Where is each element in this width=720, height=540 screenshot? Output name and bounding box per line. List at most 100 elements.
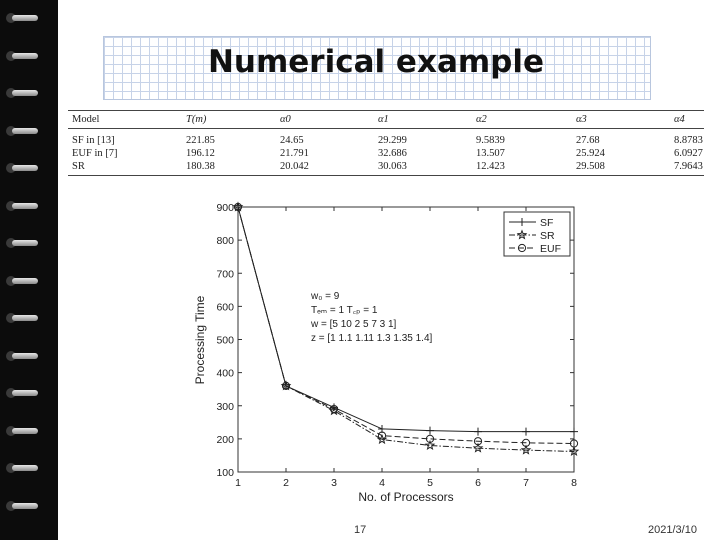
point-euf bbox=[377, 431, 387, 440]
legend-marker-sf bbox=[518, 218, 526, 226]
y-tick-label: 800 bbox=[216, 235, 234, 247]
table-bottom-rule bbox=[68, 175, 704, 176]
x-tick-label: 4 bbox=[379, 477, 385, 489]
axes: 100 200 300 400 500 600 700 800 900 1 2 3 4 5 6 7 8 bbox=[216, 202, 577, 489]
point-euf bbox=[233, 202, 243, 212]
x-tick-label: 3 bbox=[331, 477, 337, 489]
point-sf bbox=[426, 426, 434, 435]
annotation-line: Tₑₘ = 1 T꜀ₚ = 1 bbox=[311, 305, 378, 316]
slide-date: 2021/3/10 bbox=[648, 524, 697, 536]
binder-ring bbox=[6, 312, 40, 324]
x-axis-label: No. of Processors bbox=[358, 490, 453, 504]
point-sr bbox=[424, 439, 436, 451]
table-header-cell: α1 bbox=[378, 114, 389, 125]
x-tick-label: 1 bbox=[235, 477, 241, 489]
annotation-line: w = [5 10 2 5 7 3 1] bbox=[310, 319, 397, 330]
table-cell: 29.299 bbox=[378, 135, 407, 146]
binder-ring bbox=[6, 237, 40, 249]
point-sr bbox=[568, 445, 580, 456]
table-cell: 30.063 bbox=[378, 161, 407, 172]
point-euf bbox=[521, 438, 531, 447]
series-lines bbox=[232, 201, 580, 456]
annotation-line: w₀ = 9 bbox=[310, 291, 340, 302]
binder-ring bbox=[6, 125, 40, 137]
legend-marker-euf bbox=[517, 243, 527, 253]
title-grid-background bbox=[103, 36, 651, 100]
legend-label: SR bbox=[540, 230, 555, 242]
legend-label: EUF bbox=[540, 243, 561, 255]
point-sf bbox=[474, 427, 482, 436]
table-cell: 29.508 bbox=[576, 161, 605, 172]
x-tick-label: 2 bbox=[283, 477, 289, 489]
table-cell: 6.0927 bbox=[674, 148, 703, 159]
legend-label: SF bbox=[540, 217, 553, 229]
binder-ring bbox=[6, 350, 40, 362]
page-number: 17 bbox=[354, 524, 367, 536]
table-cell: 13.507 bbox=[476, 148, 505, 159]
binder-ring bbox=[6, 162, 40, 174]
table-cell: 24.65 bbox=[280, 135, 304, 146]
y-axis-label: Processing Time bbox=[193, 295, 207, 384]
point-euf bbox=[281, 381, 291, 390]
x-tick-label: 6 bbox=[475, 477, 481, 489]
annotation-line: z = [1 1.1 1.11 1.3 1.35 1.4] bbox=[311, 333, 433, 344]
legend-box bbox=[503, 211, 571, 257]
point-euf bbox=[473, 437, 483, 446]
point-euf bbox=[569, 439, 579, 448]
slide-title: Numerical example bbox=[207, 44, 545, 80]
table-cell: 21.791 bbox=[280, 148, 309, 159]
point-sf bbox=[570, 427, 578, 436]
table-header-cell: T(m) bbox=[186, 114, 207, 125]
processing-time-chart: 100 200 300 400 500 600 700 800 900 1 2 3 4 5 6 7 8 w₀ =… bbox=[193, 201, 580, 504]
y-tick-label: 200 bbox=[216, 434, 234, 446]
series-line-euf bbox=[237, 206, 575, 444]
point-euf bbox=[329, 404, 339, 414]
x-tick-label: 7 bbox=[523, 477, 529, 489]
point-sr bbox=[472, 442, 484, 453]
table-cell: 25.924 bbox=[576, 148, 605, 159]
table-cell: EUF in [7] bbox=[72, 148, 118, 159]
table-cell: 32.686 bbox=[378, 148, 407, 159]
table-cell: 12.423 bbox=[476, 161, 505, 172]
table-cell: SR bbox=[72, 161, 85, 172]
y-tick-label: 400 bbox=[216, 368, 234, 380]
table-header-cell: α4 bbox=[674, 114, 685, 125]
y-tick-label: 600 bbox=[216, 301, 234, 313]
binder-ring bbox=[6, 87, 40, 99]
y-tick-label: 100 bbox=[216, 467, 234, 479]
table-top-rule bbox=[68, 110, 704, 111]
table-header-rule bbox=[68, 128, 704, 129]
point-euf bbox=[425, 434, 435, 443]
table-header-cell: Model bbox=[72, 114, 100, 125]
legend-marker-sr bbox=[516, 229, 528, 240]
binder-ring bbox=[6, 387, 40, 399]
y-tick-label: 300 bbox=[216, 401, 234, 413]
table-header-cell: α2 bbox=[476, 114, 487, 125]
y-tick-label: 700 bbox=[216, 268, 234, 280]
table-cell: 180.38 bbox=[186, 161, 215, 172]
binder-ring bbox=[6, 50, 40, 62]
table-cell: 196.12 bbox=[186, 148, 215, 159]
binder-ring bbox=[6, 500, 40, 512]
binder-ring bbox=[6, 200, 40, 212]
table-cell: 7.9643 bbox=[674, 161, 703, 172]
table-cell: 9.5839 bbox=[476, 135, 505, 146]
table-cell: 20.042 bbox=[280, 161, 309, 172]
binder-strip bbox=[0, 0, 58, 540]
x-tick-label: 8 bbox=[571, 477, 577, 489]
binder-ring bbox=[6, 275, 40, 287]
table-cell: 8.8783 bbox=[674, 135, 703, 146]
binder-ring bbox=[6, 425, 40, 437]
table-cell: 221.85 bbox=[186, 135, 215, 146]
x-tick-label: 5 bbox=[427, 477, 433, 489]
table-cell: 27.68 bbox=[576, 135, 600, 146]
point-sf bbox=[522, 427, 530, 436]
table-cell: SF in [13] bbox=[72, 135, 115, 146]
binder-ring bbox=[6, 12, 40, 24]
y-tick-label: 900 bbox=[216, 202, 234, 214]
series-line-sr bbox=[237, 206, 575, 452]
point-sr bbox=[520, 444, 532, 455]
y-tick-label: 500 bbox=[216, 335, 234, 347]
table-header-cell: α3 bbox=[576, 114, 587, 125]
